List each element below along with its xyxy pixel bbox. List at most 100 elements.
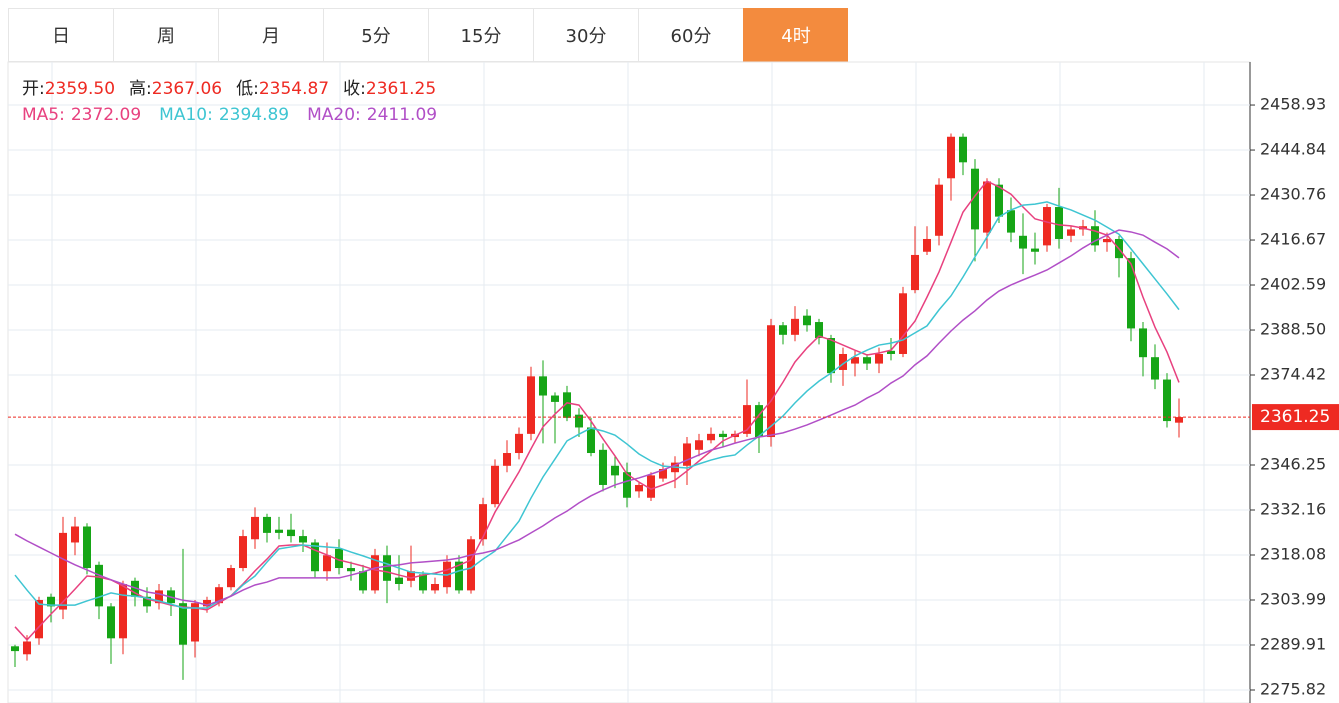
candle-body <box>551 395 559 402</box>
candle-body <box>23 641 31 655</box>
candle-body <box>95 564 103 607</box>
candle-body <box>263 516 271 533</box>
candle-body <box>47 596 55 607</box>
candle-body <box>947 136 955 179</box>
candle-body <box>695 440 703 450</box>
candle-body <box>995 184 1003 217</box>
candle-body <box>35 599 43 639</box>
candle-body <box>719 433 727 438</box>
candle-body <box>611 465 619 476</box>
y-tick-label: 2332.16 <box>1260 500 1326 519</box>
candle-body <box>1091 226 1099 246</box>
candle-body <box>311 542 319 572</box>
candle-body <box>623 472 631 498</box>
info-label: 低: <box>236 79 259 99</box>
info-value: 2367.06 <box>151 79 223 99</box>
candle-body <box>1043 207 1051 246</box>
candle-body <box>71 526 79 543</box>
candle-body <box>1175 417 1183 423</box>
period-tab[interactable]: 4时 <box>743 8 848 62</box>
candle-body <box>863 357 871 364</box>
candle-body <box>1007 210 1015 233</box>
candle-body <box>251 516 259 540</box>
y-tick-label: 2458.93 <box>1260 95 1326 114</box>
candle-body <box>767 325 775 438</box>
candle-body <box>227 568 235 588</box>
candle-body <box>1127 258 1135 329</box>
candle-body <box>407 571 415 581</box>
candle-body <box>515 433 523 454</box>
candle-body <box>503 453 511 466</box>
candle-body <box>707 433 715 441</box>
candle-body <box>1031 248 1039 252</box>
y-tick-label: 2275.82 <box>1260 679 1326 698</box>
candle-body <box>359 571 367 591</box>
info-label: 收: <box>343 79 366 99</box>
y-tick-label: 2388.50 <box>1260 320 1326 339</box>
ma-legend-value: 2394.89 <box>218 105 290 125</box>
candle-body <box>635 484 643 492</box>
candle-body <box>1055 207 1063 239</box>
y-tick-label: 2402.59 <box>1260 275 1326 294</box>
candle-body <box>899 293 907 354</box>
candle-body <box>1163 379 1171 422</box>
candle-body <box>851 357 859 364</box>
candle-body <box>11 646 19 652</box>
info-panel: 开:2359.50 高:2367.06 低:2354.87 收:2361.25 MA5… <box>22 76 455 128</box>
y-tick-label: 2444.84 <box>1260 140 1326 159</box>
candle-body <box>419 574 427 591</box>
candle-body <box>239 536 247 569</box>
candle-body <box>155 590 163 604</box>
y-tick-label: 2318.08 <box>1260 544 1326 563</box>
candle-body <box>923 238 931 252</box>
candle-body <box>59 532 67 610</box>
candle-body <box>815 322 823 339</box>
candle-body <box>575 414 583 428</box>
y-tick-label: 2430.76 <box>1260 185 1326 204</box>
candle-body <box>935 184 943 236</box>
y-tick-label: 2374.42 <box>1260 365 1326 384</box>
candle-body <box>179 603 187 645</box>
candle-body <box>779 325 787 335</box>
candle-body <box>371 555 379 591</box>
candle-body <box>803 315 811 326</box>
candle-body <box>1151 357 1159 380</box>
last-price-label: 2361.25 <box>1260 407 1330 427</box>
candle-body <box>383 555 391 581</box>
candle-body <box>527 376 535 434</box>
candle-body <box>479 504 487 540</box>
candle-body <box>647 475 655 498</box>
ma-legend-name: MA20: <box>307 105 361 125</box>
y-tick-label: 2346.25 <box>1260 455 1326 474</box>
candle-body <box>827 338 835 374</box>
info-value: 2354.87 <box>258 79 330 99</box>
ohlc-row: 开:2359.50 高:2367.06 低:2354.87 收:2361.25 <box>22 76 455 102</box>
candle-body <box>743 405 751 434</box>
candle-body <box>683 443 691 466</box>
candle-body <box>455 561 463 591</box>
candle-body <box>659 468 667 479</box>
y-tick-label: 2416.67 <box>1260 230 1326 249</box>
candle-body <box>1103 238 1111 243</box>
info-value: 2361.25 <box>365 79 437 99</box>
candle-body <box>335 548 343 569</box>
candle-body <box>755 405 763 438</box>
ma-legend-name: MA10: <box>159 105 213 125</box>
candle-body <box>323 555 331 572</box>
candle-body <box>491 465 499 505</box>
candle-body <box>971 168 979 230</box>
candle-body <box>107 606 115 639</box>
ma-line <box>14 201 1180 609</box>
y-tick-label: 2303.99 <box>1260 590 1326 609</box>
candle-body <box>539 376 547 396</box>
candle-body <box>791 318 799 335</box>
candle-body <box>887 350 895 354</box>
candle-body <box>959 136 967 163</box>
candle-body <box>347 568 355 572</box>
ma-line <box>14 180 1180 642</box>
candle-body <box>287 529 295 537</box>
candle-body <box>1067 229 1075 236</box>
candle-body <box>983 181 991 233</box>
ma-legend-value: 2411.09 <box>366 105 438 125</box>
ma-legend-value: 2372.09 <box>70 105 142 125</box>
